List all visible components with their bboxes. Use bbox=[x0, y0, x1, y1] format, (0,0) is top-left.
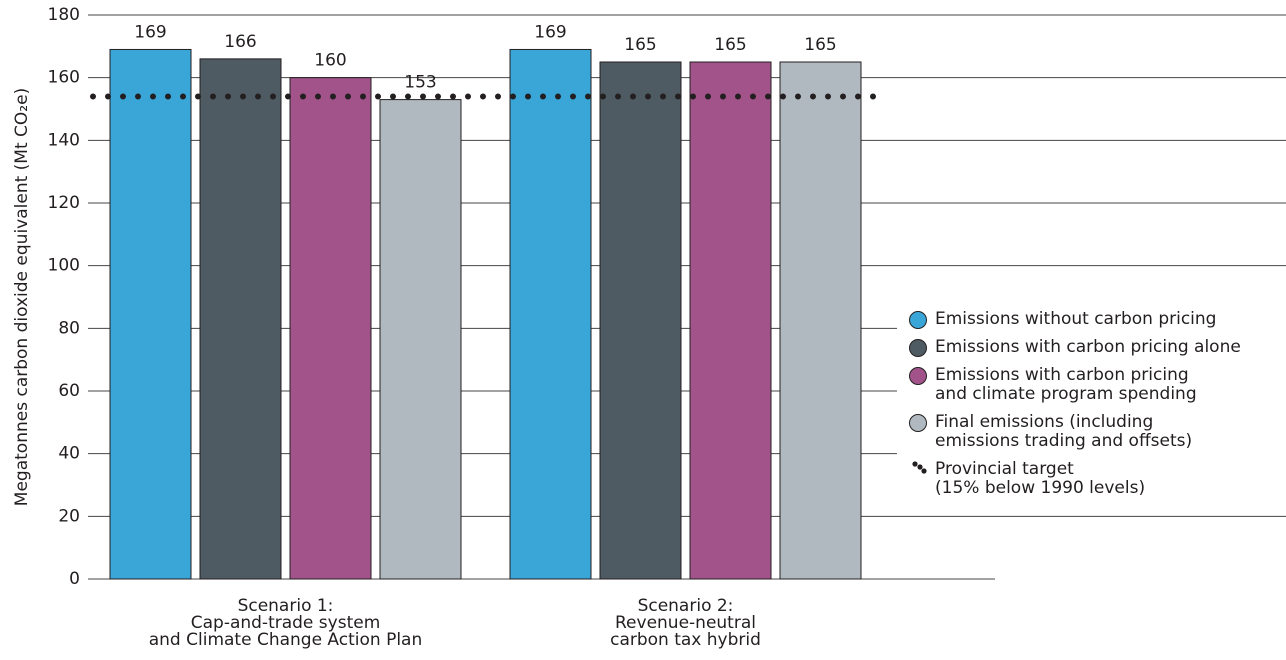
data-label: 165 bbox=[804, 35, 836, 55]
legend-item: Emissions with carbon pricing and climat… bbox=[909, 366, 1286, 404]
bar bbox=[689, 61, 772, 580]
y-tick-label: 40 bbox=[58, 444, 80, 464]
bar bbox=[379, 99, 462, 580]
bar bbox=[599, 61, 682, 580]
legend-item: Provincial target (15% below 1990 levels… bbox=[909, 460, 1286, 498]
data-label: 169 bbox=[134, 22, 166, 42]
y-tick-label: 20 bbox=[58, 506, 80, 526]
legend-label: Emissions with carbon pricing alone bbox=[935, 337, 1241, 357]
bar bbox=[109, 48, 192, 580]
x-tick-label: carbon tax hybrid bbox=[610, 630, 761, 650]
y-tick-label: 140 bbox=[48, 130, 80, 150]
y-tick-label: 80 bbox=[58, 318, 80, 338]
legend: Emissions without carbon pricing Emission… bbox=[897, 300, 1286, 513]
legend-swatch bbox=[909, 339, 927, 357]
x-tick-label: Scenario 2: bbox=[638, 596, 734, 616]
legend-swatch bbox=[909, 414, 927, 432]
data-label: 166 bbox=[224, 32, 256, 52]
x-tick-label: and Climate Change Action Plan bbox=[149, 630, 423, 650]
x-tick-label: Scenario 1: bbox=[238, 596, 334, 616]
data-label: 160 bbox=[314, 51, 346, 71]
legend-item: Final emissions (including emissions tra… bbox=[909, 413, 1286, 451]
legend-label: Emissions without carbon pricing bbox=[935, 309, 1217, 329]
legend-target-icon bbox=[912, 461, 927, 474]
legend-swatch bbox=[909, 311, 927, 329]
data-label: 165 bbox=[624, 35, 656, 55]
legend-label: Final emissions (including emissions tra… bbox=[935, 412, 1193, 451]
legend-label: Emissions with carbon pricing and climat… bbox=[935, 365, 1197, 404]
y-tick-label: 120 bbox=[48, 193, 80, 213]
y-tick-label: 60 bbox=[58, 381, 80, 401]
legend-dot bbox=[912, 461, 918, 467]
bar bbox=[199, 58, 282, 580]
y-tick-label: 180 bbox=[48, 5, 80, 25]
legend-swatch bbox=[909, 367, 927, 385]
data-label: 153 bbox=[404, 73, 436, 93]
x-tick-label: Cap-and-trade system bbox=[191, 613, 381, 633]
y-tick-label: 0 bbox=[69, 569, 80, 589]
x-tick-label: Revenue-neutral bbox=[615, 613, 756, 633]
bar bbox=[289, 77, 372, 580]
y-axis-label: Megatonnes carbon dioxide equivalent (Mt… bbox=[12, 88, 32, 506]
y-tick-label: 100 bbox=[48, 256, 80, 276]
legend-item: Emissions with carbon pricing alone bbox=[909, 338, 1286, 357]
legend-dot bbox=[917, 464, 923, 470]
y-tick-label: 160 bbox=[48, 68, 80, 88]
data-label: 165 bbox=[714, 35, 746, 55]
legend-label: Provincial target (15% below 1990 levels… bbox=[935, 459, 1146, 498]
data-label: 169 bbox=[534, 22, 566, 42]
legend-dot bbox=[921, 468, 927, 474]
bar bbox=[779, 61, 862, 580]
legend-item: Emissions without carbon pricing bbox=[909, 310, 1286, 329]
bar bbox=[509, 48, 592, 580]
